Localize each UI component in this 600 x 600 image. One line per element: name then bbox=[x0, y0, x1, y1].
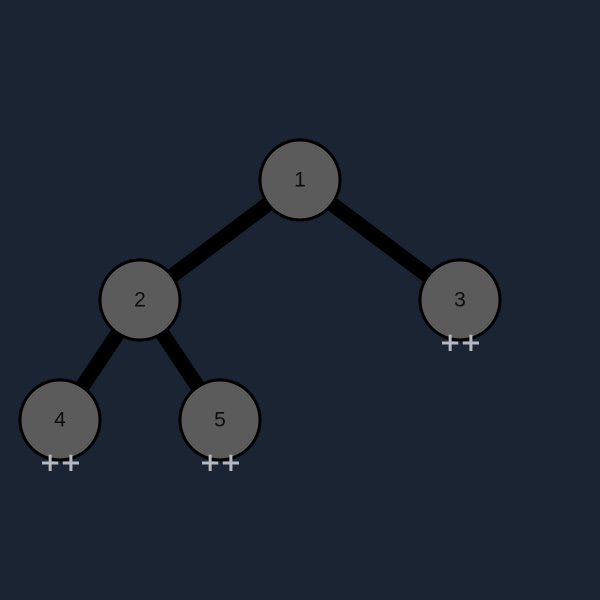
node-circle[interactable] bbox=[18, 378, 102, 462]
node-label: 1 bbox=[294, 169, 306, 192]
node-circle[interactable] bbox=[98, 258, 182, 342]
tree-node-1[interactable]: 1 bbox=[258, 138, 342, 222]
node-label: 3 bbox=[454, 289, 466, 312]
tree-node-3[interactable]: 3 ++ bbox=[418, 258, 502, 358]
tree-node-4[interactable]: 4 ++ bbox=[18, 378, 102, 478]
node-label: 5 bbox=[214, 409, 226, 432]
node-label: 4 bbox=[54, 409, 66, 432]
expand-marker[interactable]: ++ bbox=[39, 448, 82, 478]
expand-marker[interactable]: ++ bbox=[439, 328, 482, 358]
node-circle[interactable] bbox=[418, 258, 502, 342]
node-circle[interactable] bbox=[258, 138, 342, 222]
node-circle[interactable] bbox=[178, 378, 262, 462]
tree-node-2[interactable]: 2 bbox=[98, 258, 182, 342]
tree-nodes: 1 2 3 ++ 4 ++ 5 ++ bbox=[18, 138, 502, 478]
expand-marker[interactable]: ++ bbox=[199, 448, 242, 478]
tree-node-5[interactable]: 5 ++ bbox=[178, 378, 262, 478]
node-label: 2 bbox=[134, 289, 146, 312]
